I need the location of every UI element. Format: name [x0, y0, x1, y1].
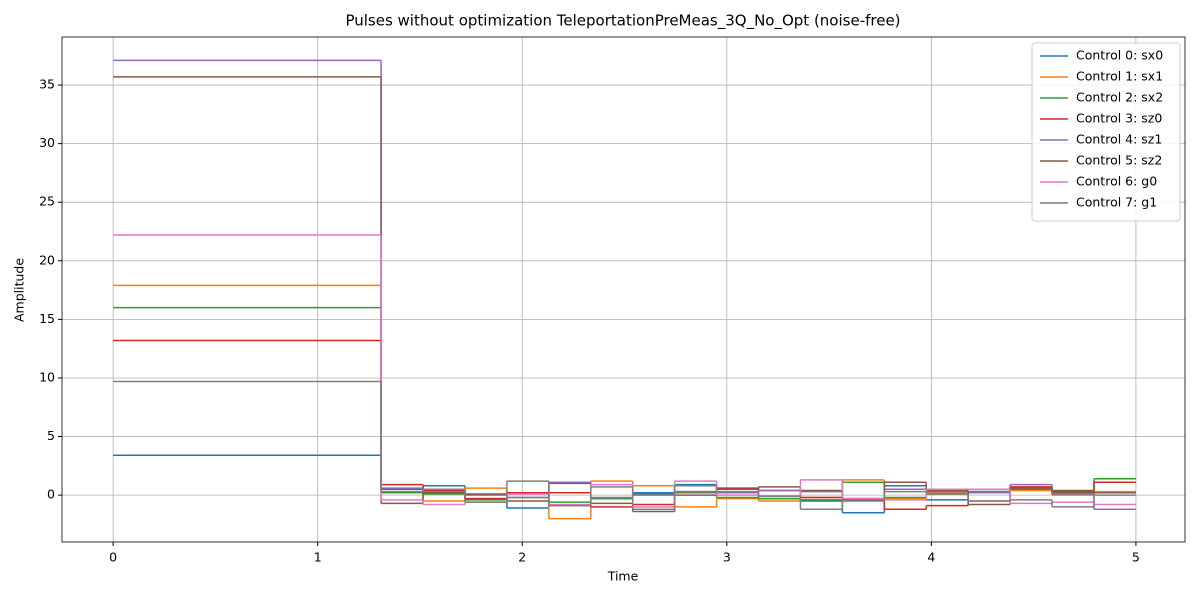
y-tick-label: 35 — [39, 77, 55, 92]
x-axis-label: Time — [607, 569, 639, 584]
x-tick-label: 0 — [109, 550, 117, 565]
legend-label: Control 7: g1 — [1076, 195, 1157, 210]
legend-label: Control 3: sz0 — [1076, 111, 1162, 126]
y-tick-label: 15 — [39, 311, 55, 326]
legend-label: Control 1: sx1 — [1076, 69, 1163, 84]
y-axis-label: Amplitude — [12, 258, 27, 322]
y-tick-label: 20 — [39, 252, 55, 267]
x-tick-label: 3 — [723, 550, 731, 565]
y-tick-label: 25 — [39, 194, 55, 209]
legend-box — [1031, 42, 1181, 222]
plot-frame — [61, 36, 1186, 543]
y-tick-label: 0 — [47, 487, 55, 502]
legend-label: Control 2: sx2 — [1076, 90, 1163, 105]
x-tick-label: 1 — [314, 550, 322, 565]
legend-label: Control 0: sx0 — [1076, 48, 1163, 63]
legend-label: Control 6: g0 — [1076, 174, 1157, 189]
y-tick-label: 30 — [39, 135, 55, 150]
y-tick-label: 5 — [47, 428, 55, 443]
x-tick-label: 5 — [1132, 550, 1140, 565]
legend-label: Control 4: sz1 — [1076, 132, 1162, 147]
x-tick-label: 4 — [927, 550, 935, 565]
y-tick-label: 10 — [39, 369, 55, 384]
x-tick-label: 2 — [518, 550, 526, 565]
legend-label: Control 5: sz2 — [1076, 153, 1162, 168]
chart-title: Pulses without optimization Teleportatio… — [345, 12, 900, 31]
